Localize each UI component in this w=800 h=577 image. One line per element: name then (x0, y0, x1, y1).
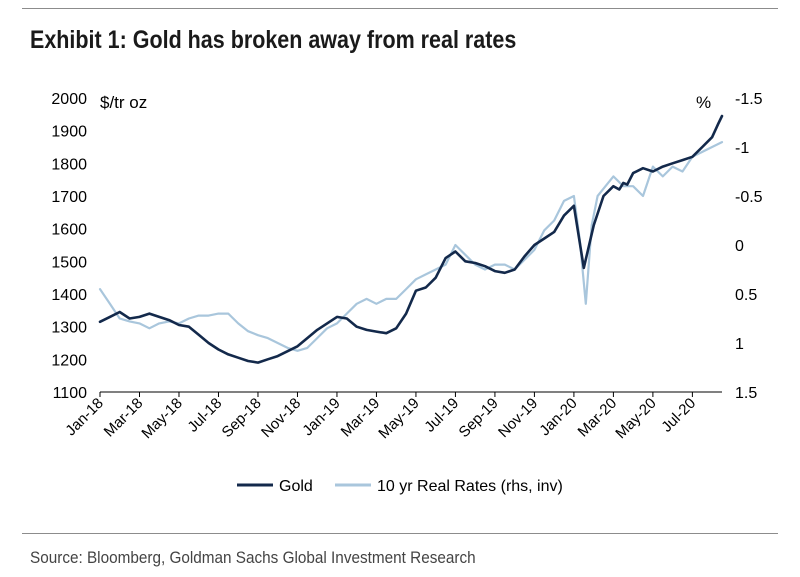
series-real-rates-line (98, 141, 724, 352)
x-tick-label: Mar-19 (338, 395, 384, 441)
left-tick-label: 1600 (51, 222, 87, 239)
left-tick-label: 1500 (51, 254, 87, 271)
x-tick-label: May-19 (375, 395, 422, 442)
right-tick-label: 1.5 (735, 385, 757, 402)
x-tick-label: Sep-19 (456, 395, 502, 441)
left-tick-label: 1100 (53, 385, 88, 402)
x-tick-label: Nov-18 (258, 395, 304, 441)
series-layer (98, 114, 724, 364)
right-tick-label: -1.5 (735, 91, 763, 108)
right-tick-label: -1 (735, 140, 749, 157)
right-tick-label: -0.5 (735, 189, 763, 206)
right-tick-label: 0 (735, 238, 744, 255)
right-unit-label: % (696, 93, 711, 112)
right-axis: -1.5 -1 -0.5 0 0.5 1 1.5 (735, 91, 763, 402)
left-tick-label: 1400 (51, 287, 87, 304)
x-tick-label: Nov-19 (495, 395, 541, 441)
x-tick-label: Sep-18 (219, 395, 265, 441)
series-gold-line (98, 114, 724, 364)
left-axis: 2000 1900 1800 1700 1600 1500 1400 1300 1200 1100 (51, 91, 87, 402)
legend-label-real-rates: 10 yr Real Rates (rhs, inv) (377, 478, 563, 495)
left-tick-label: 1800 (51, 156, 87, 173)
right-tick-label: 0.5 (735, 287, 757, 304)
x-tick-label: Mar-20 (575, 395, 621, 441)
legend-label-gold: Gold (279, 478, 313, 495)
chart-title: Exhibit 1: Gold has broken away from rea… (30, 26, 517, 54)
x-tick-label: Jan-19 (299, 395, 343, 439)
x-tick-label: May-20 (612, 395, 659, 442)
x-tick-label: Mar-18 (101, 395, 147, 441)
x-axis: Jan-18Mar-18May-18Jul-18Sep-18Nov-18Jan-… (62, 392, 699, 442)
right-tick-label: 1 (735, 336, 744, 353)
left-tick-label: 1300 (51, 320, 87, 337)
x-tick-label: Jan-20 (536, 395, 580, 439)
x-tick-label: May-18 (138, 395, 185, 442)
legend: Gold 10 yr Real Rates (rhs, inv) (237, 478, 563, 495)
bottom-rule (22, 533, 778, 534)
top-rule (22, 8, 778, 9)
left-tick-label: 1700 (51, 189, 87, 206)
source-note: Source: Bloomberg, Goldman Sachs Global … (30, 548, 476, 567)
x-tick-label: Jul-20 (658, 395, 699, 436)
left-tick-label: 1900 (51, 124, 87, 141)
left-unit-label: $/tr oz (100, 93, 147, 112)
left-tick-label: 2000 (51, 91, 87, 108)
left-tick-label: 1200 (51, 352, 87, 369)
